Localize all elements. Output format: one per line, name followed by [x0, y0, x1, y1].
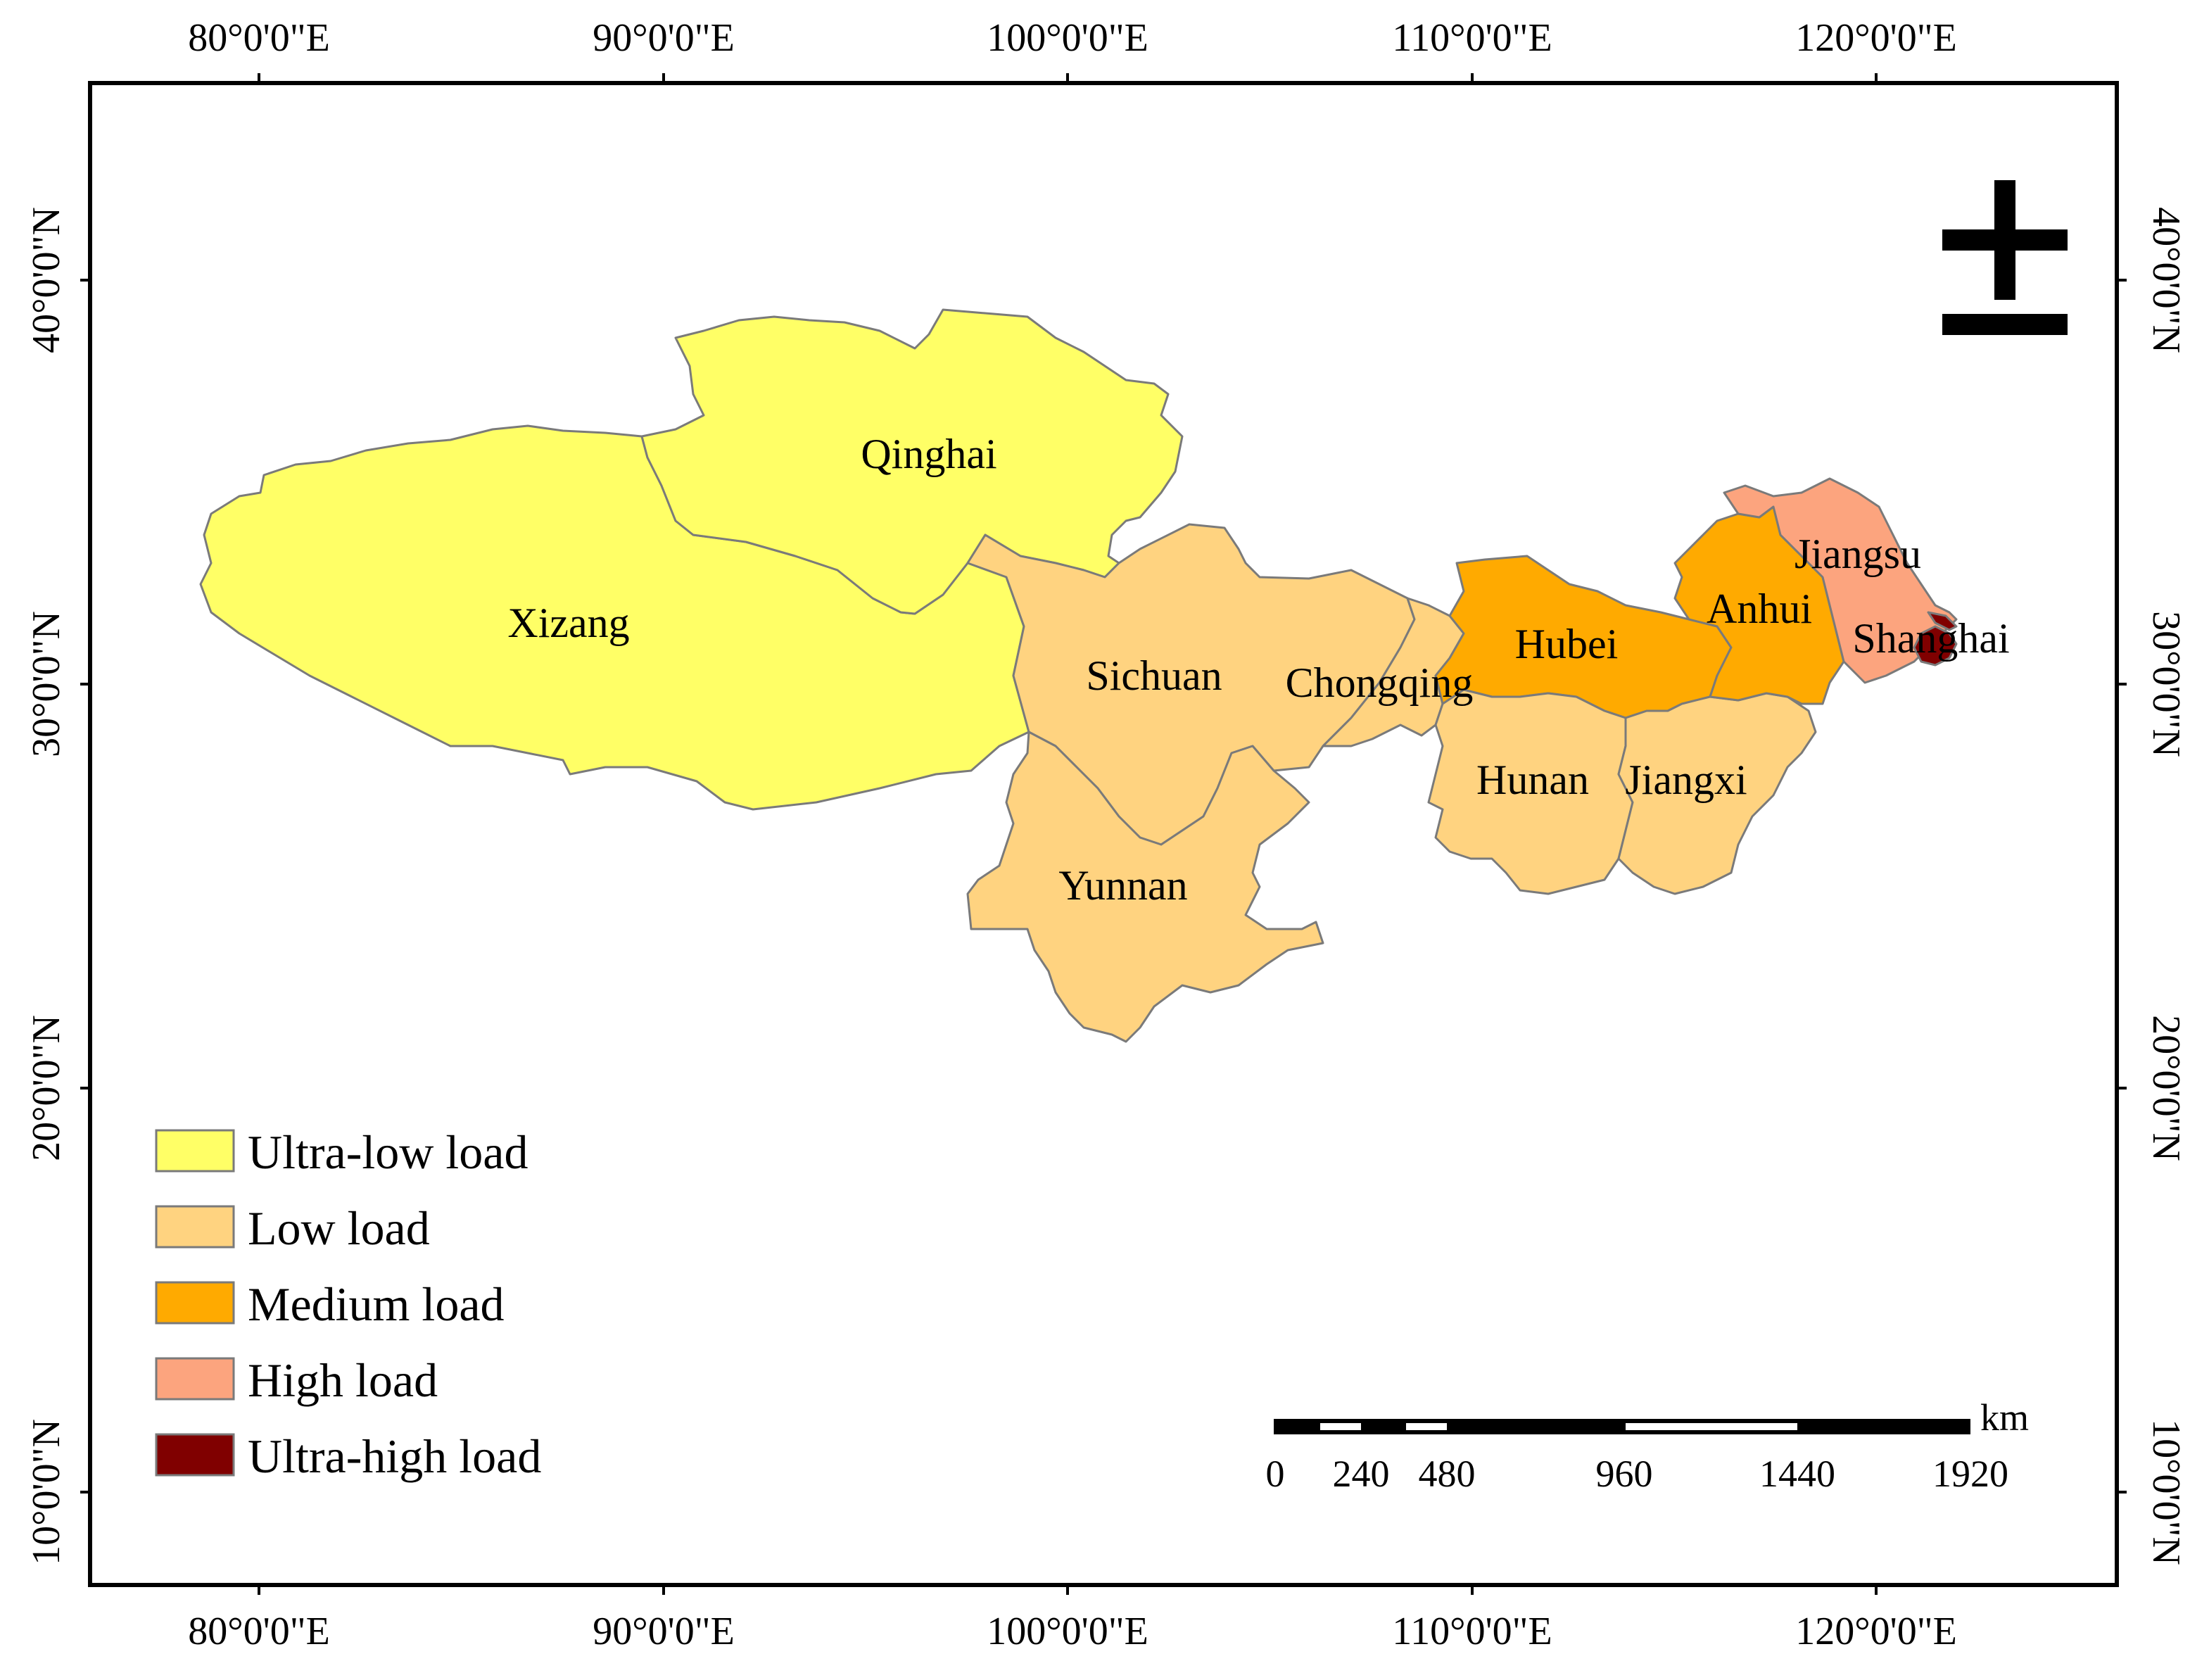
- lat-label-right: 30°0'0"N: [2144, 611, 2188, 757]
- lon-ticks-top: [258, 73, 1878, 83]
- lon-label-bottom: 80°0'0"E: [188, 1610, 330, 1653]
- scale-bar: km 0 240 480 960 1440 1920: [1266, 1396, 2030, 1495]
- region-qinghai[interactable]: [640, 308, 1184, 615]
- legend-swatch-medium: [155, 1281, 235, 1325]
- region-label-jiangsu: Jiangsu: [1795, 531, 1921, 577]
- scale-label: 1920: [1932, 1453, 2008, 1495]
- lon-label-top: 120°0'0"E: [1795, 16, 1957, 60]
- region-label-sichuan: Sichuan: [1086, 652, 1222, 699]
- regions-layer: [199, 308, 1958, 1043]
- lat-label-right: 20°0'0"N: [2144, 1015, 2188, 1161]
- legend: Ultra-low load Low load Medium load High…: [155, 1125, 541, 1483]
- region-label-qinghai: Qinghai: [861, 431, 996, 477]
- region-label-yunnan: Yunnan: [1058, 862, 1187, 909]
- region-label-hunan: Hunan: [1476, 757, 1589, 803]
- lon-label-bottom: 100°0'0"E: [987, 1610, 1148, 1653]
- legend-swatch-ultra-high: [155, 1433, 235, 1477]
- legend-label: Medium load: [248, 1277, 505, 1331]
- lat-label-left: 30°0'0"N: [25, 611, 68, 757]
- legend-swatch-low: [155, 1205, 235, 1249]
- legend-label: High load: [248, 1353, 438, 1407]
- region-shanghai[interactable]: [1913, 625, 1958, 667]
- region-label-anhui: Anhui: [1707, 586, 1812, 632]
- legend-label: Ultra-high load: [248, 1429, 541, 1483]
- lat-label-left: 40°0'0"N: [25, 207, 68, 353]
- region-label-jiangxi: Jiangxi: [1625, 757, 1747, 803]
- region-label-chongqing: Chongqing: [1286, 659, 1474, 706]
- region-hunan[interactable]: [1427, 688, 1634, 895]
- scale-label: 0: [1266, 1453, 1285, 1495]
- lat-label-right: 40°0'0"N: [2144, 207, 2188, 353]
- lon-label-top: 80°0'0"E: [188, 16, 330, 60]
- legend-swatch-high: [155, 1357, 235, 1401]
- lon-ticks-bottom: [258, 1585, 1878, 1595]
- region-label-hubei: Hubei: [1515, 621, 1619, 667]
- region-shanghai-island[interactable]: [1927, 611, 1958, 631]
- lat-label-right: 10°0'0"N: [2144, 1419, 2188, 1565]
- legend-label: Ultra-low load: [248, 1125, 528, 1179]
- scale-label: 1440: [1759, 1453, 1835, 1495]
- lon-label-top: 110°0'0"E: [1392, 16, 1552, 60]
- lat-ticks-left: [80, 279, 90, 1493]
- scale-label: 240: [1333, 1453, 1390, 1495]
- north-arrow-icon: [1942, 180, 2068, 335]
- legend-swatch-ultra-low: [155, 1129, 235, 1173]
- lon-label-bottom: 110°0'0"E: [1392, 1610, 1552, 1653]
- lon-label-bottom: 90°0'0"E: [593, 1610, 735, 1653]
- legend-label: Low load: [248, 1201, 430, 1255]
- lon-label-bottom: 120°0'0"E: [1795, 1610, 1957, 1653]
- region-yunnan[interactable]: [966, 731, 1324, 1043]
- region-label-shanghai: Shanghai: [1852, 615, 2009, 662]
- scale-unit: km: [1980, 1396, 2029, 1439]
- lat-label-left: 20°0'0"N: [25, 1015, 68, 1161]
- lon-label-top: 100°0'0"E: [987, 16, 1148, 60]
- region-label-xizang: Xizang: [507, 600, 629, 646]
- lat-ticks-right: [2117, 279, 2127, 1493]
- scale-label: 480: [1419, 1453, 1476, 1495]
- lat-label-left: 10°0'0"N: [25, 1419, 68, 1565]
- lon-label-top: 90°0'0"E: [593, 16, 735, 60]
- scale-label: 960: [1596, 1453, 1653, 1495]
